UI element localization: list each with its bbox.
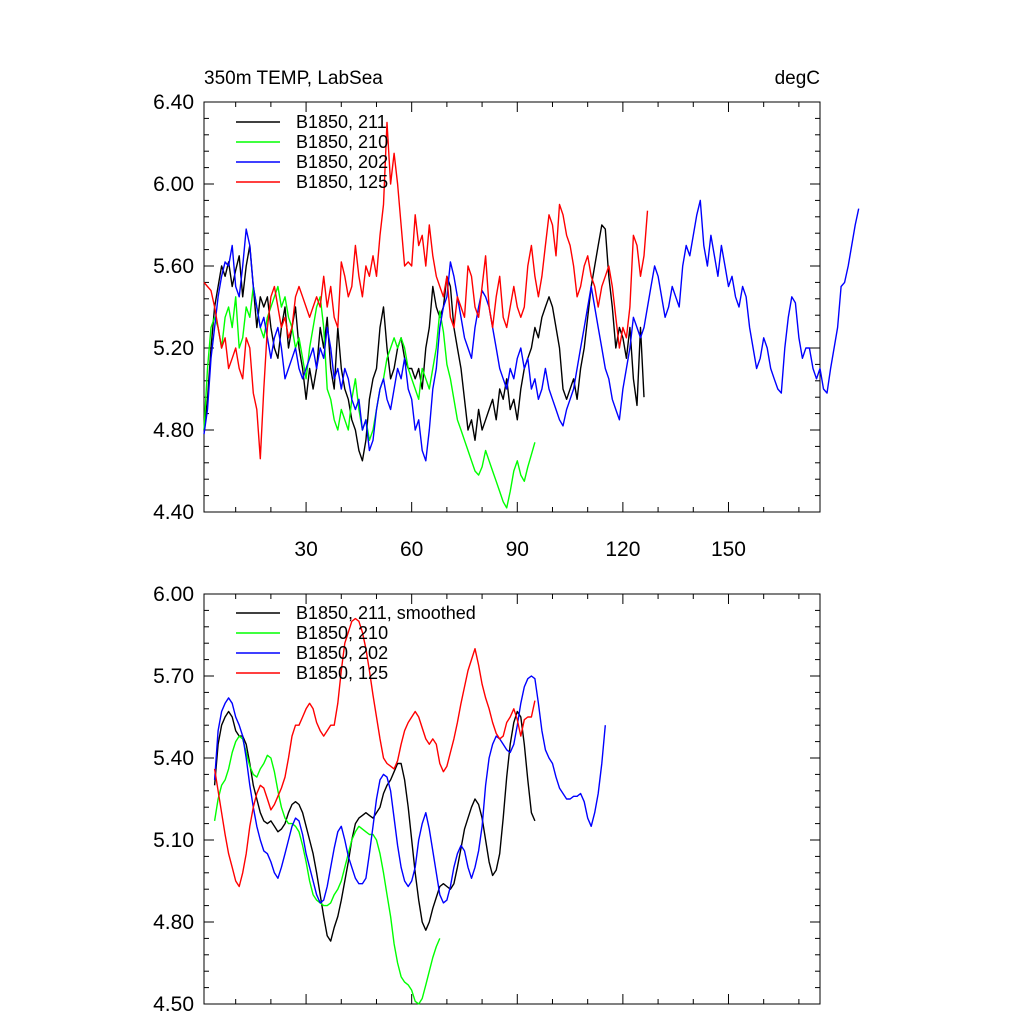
top-ytick-label: 4.40 xyxy=(153,501,194,524)
bottom-ytick-label: 6.00 xyxy=(153,583,194,606)
bottom-series-line-1 xyxy=(213,735,441,1005)
top-legend-label: B1850, 211 xyxy=(296,112,387,132)
top-xtick-label: 120 xyxy=(605,538,640,561)
bottom-ytick-label: 5.10 xyxy=(153,829,194,852)
top-plot-frame xyxy=(203,101,821,513)
top-ytick-label: 6.40 xyxy=(153,91,194,114)
top-ytick-label: 5.60 xyxy=(153,255,194,278)
bottom-legend-label: B1850, 202 xyxy=(296,643,388,663)
bottom-plot-frame xyxy=(203,593,821,1005)
top-series-line-3 xyxy=(203,121,649,460)
top-xtick-label: 30 xyxy=(294,538,317,561)
top-legend-label: B1850, 210 xyxy=(296,132,388,152)
bottom-ticks: 4.50 4.80 5.10 5.40 5.70 6.00 xyxy=(153,583,820,1016)
bottom-legend-label: B1850, 125 xyxy=(296,663,388,683)
bottom-legend-label: B1850, 211, smoothed xyxy=(296,603,476,623)
top-ytick-label: 5.20 xyxy=(153,337,194,360)
top-ticks: 4.40 4.80 5.20 5.60 6.00 6.40 30 60 90 120 150 xyxy=(153,91,820,561)
bottom-series-line-3 xyxy=(213,617,536,888)
top-series-line-0 xyxy=(203,224,645,462)
bottom-data-lines xyxy=(213,617,606,1005)
top-chart-title: 350m TEMP, LabSea xyxy=(204,68,383,89)
top-legend-label: B1850, 125 xyxy=(296,172,388,192)
bottom-ytick-label: 5.70 xyxy=(153,665,194,688)
top-chart-units: degC xyxy=(775,68,820,89)
top-xtick-label: 60 xyxy=(400,538,423,561)
top-data-lines xyxy=(203,121,860,509)
bottom-ytick-label: 4.50 xyxy=(153,993,194,1016)
bottom-series-line-2 xyxy=(213,675,606,904)
top-xtick-label: 150 xyxy=(711,538,746,561)
top-xtick-label: 90 xyxy=(506,538,529,561)
bottom-series-line-0 xyxy=(213,710,536,942)
top-ytick-label: 6.00 xyxy=(153,173,194,196)
top-series-line-2 xyxy=(203,199,860,462)
top-panel: 350m TEMP, LabSea degC 4.40 4.80 5.20 5.60 6… xyxy=(153,68,860,561)
top-ytick-label: 4.80 xyxy=(153,419,194,442)
bottom-panel: 4.50 4.80 5.10 5.40 5.70 6.00 B1850, 211, smo… xyxy=(153,583,821,1016)
top-legend-label: B1850, 202 xyxy=(296,152,388,172)
bottom-ytick-label: 5.40 xyxy=(153,747,194,770)
bottom-legend-label: B1850, 210 xyxy=(296,623,388,643)
bottom-ytick-label: 4.80 xyxy=(153,911,194,934)
